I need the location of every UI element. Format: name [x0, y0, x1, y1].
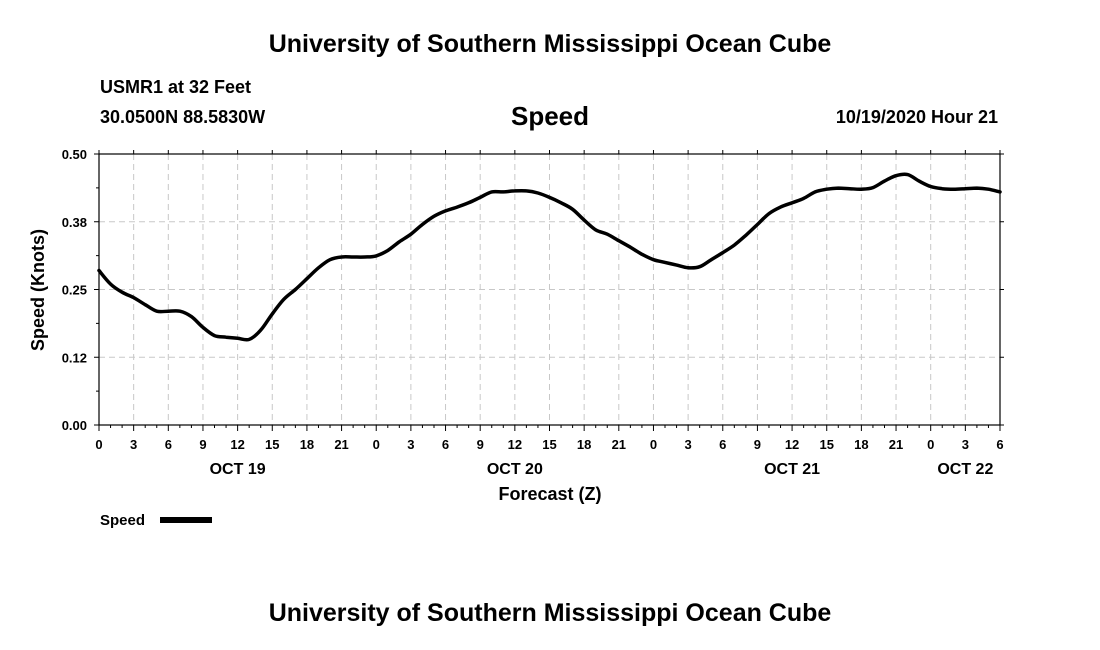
x-tick-label: 0 [650, 437, 657, 452]
x-axis-label: Forecast (Z) [498, 484, 601, 504]
legend-label: Speed [100, 512, 145, 529]
y-tick-label: 0.38 [62, 215, 87, 230]
x-tick-label: 6 [442, 437, 449, 452]
series-line-speed [97, 172, 1002, 342]
date-label: OCT 19 [210, 461, 266, 478]
y-tick-label: 0.25 [62, 283, 87, 298]
x-tick-label: 0 [927, 437, 934, 452]
x-tick-label: 21 [334, 437, 348, 452]
x-tick-label: 21 [612, 437, 626, 452]
y-tick-label: 0.00 [62, 418, 87, 433]
date-label: OCT 22 [937, 461, 993, 478]
x-tick-label: 0 [95, 437, 102, 452]
x-tick-label: 12 [508, 437, 522, 452]
x-tick-label: 18 [577, 437, 591, 452]
x-tick-label: 3 [684, 437, 691, 452]
x-tick-label: 12 [785, 437, 799, 452]
x-tick-label: 21 [889, 437, 903, 452]
x-tick-label: 3 [130, 437, 137, 452]
x-tick-label: 15 [542, 437, 556, 452]
axis-tick-labels: 0.00 0.12 0.25 0.38 0.50 0 3 6 9 12 15 18 21 0 3 6 9 12 15… [62, 147, 1004, 478]
chart-title: Speed [510, 101, 590, 131]
x-tick-label: 12 [230, 437, 244, 452]
forecast-timestamp: 10/19/2020 Hour 21 [835, 107, 998, 127]
x-tick-label: 6 [719, 437, 726, 452]
x-tick-label: 6 [165, 437, 172, 452]
y-tick-label: 0.50 [62, 147, 87, 162]
y-axis-label: Speed (Knots) [28, 229, 48, 351]
x-tick-label: 3 [962, 437, 969, 452]
x-tick-label: 3 [407, 437, 414, 452]
date-label: OCT 20 [487, 461, 543, 478]
x-tick-label: 9 [477, 437, 484, 452]
x-tick-label: 18 [854, 437, 868, 452]
station-label: USMR1 at 32 Feet [100, 77, 252, 97]
y-tick-label: 0.12 [62, 350, 87, 365]
x-tick-label: 9 [199, 437, 206, 452]
x-tick-label: 9 [754, 437, 761, 452]
axis-ticks [94, 150, 1004, 431]
x-tick-label: 15 [265, 437, 279, 452]
date-label: OCT 21 [764, 461, 820, 478]
x-tick-label: 18 [300, 437, 314, 452]
x-tick-label: 6 [996, 437, 1003, 452]
x-tick-label: 15 [819, 437, 833, 452]
page-title-bottom: University of Southern Mississippi Ocean… [268, 599, 832, 627]
grid-lines [99, 154, 1000, 425]
station-coordinates: 30.0500N 88.5830W [100, 107, 266, 127]
page-title-top: University of Southern Mississippi Ocean… [268, 30, 832, 58]
x-tick-label: 0 [373, 437, 380, 452]
